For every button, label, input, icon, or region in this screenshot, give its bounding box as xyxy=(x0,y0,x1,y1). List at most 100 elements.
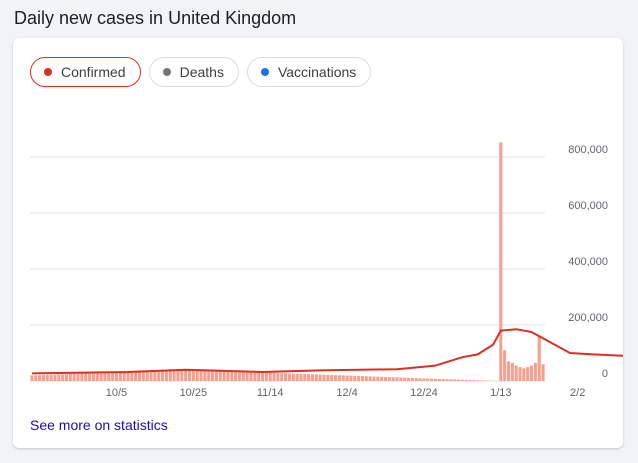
daily-case-bar xyxy=(430,378,434,381)
daily-case-bar xyxy=(506,361,511,381)
daily-case-bar xyxy=(503,350,507,381)
daily-case-bar xyxy=(145,371,149,381)
x-axis-labels: 10/5 10/25 11/14 12/4 12/24 1/13 2/2 xyxy=(106,387,586,398)
daily-case-bar xyxy=(57,374,61,381)
daily-case-bar xyxy=(84,373,88,381)
daily-case-bar xyxy=(107,372,111,381)
filter-chip-vaccinations[interactable]: Vaccinations xyxy=(246,57,372,87)
daily-case-bar xyxy=(445,379,449,381)
daily-case-bar xyxy=(149,371,153,381)
daily-case-bar xyxy=(199,370,203,381)
x-tick-label: 12/4 xyxy=(336,387,357,398)
daily-case-bar xyxy=(303,374,307,381)
daily-case-bar xyxy=(80,373,84,381)
daily-case-bar xyxy=(480,380,484,381)
daily-case-bar xyxy=(476,380,480,381)
daily-case-bar xyxy=(230,371,234,381)
daily-case-bar xyxy=(526,367,530,381)
daily-case-bar xyxy=(499,142,503,381)
daily-case-bar xyxy=(518,367,522,381)
metric-filter-group: Confirmed Deaths Vaccinations xyxy=(30,57,379,87)
daily-case-bar xyxy=(522,368,526,381)
daily-case-bar xyxy=(53,374,57,381)
x-tick-label: 1/13 xyxy=(490,387,511,398)
grid-layer xyxy=(30,156,545,382)
see-more-statistics-link[interactable]: See more on statistics xyxy=(30,417,168,433)
daily-case-bar xyxy=(164,370,168,381)
daily-case-bar xyxy=(72,373,76,381)
daily-case-bar xyxy=(45,374,49,381)
y-axis-labels: 0 200,000 400,000 600,000 800,000 xyxy=(568,144,608,380)
daily-case-bar xyxy=(383,376,388,381)
daily-case-bar xyxy=(138,371,142,381)
daily-case-bar xyxy=(457,379,461,381)
daily-case-bar xyxy=(61,374,65,381)
daily-case-bar xyxy=(472,380,476,381)
daily-case-bar xyxy=(41,374,45,381)
daily-case-bar xyxy=(441,379,445,381)
daily-case-bar xyxy=(211,370,215,381)
daily-case-bar xyxy=(245,371,249,381)
daily-case-bar xyxy=(180,369,184,381)
daily-case-bar xyxy=(426,378,430,381)
daily-case-bar xyxy=(184,369,188,381)
daily-case-bar xyxy=(76,373,80,381)
daily-case-bar xyxy=(161,370,165,381)
daily-case-bar xyxy=(437,378,441,381)
daily-case-bar xyxy=(464,379,468,381)
daily-case-bar xyxy=(141,371,145,381)
daily-case-bar xyxy=(322,374,326,381)
daily-case-bar xyxy=(118,372,122,381)
daily-case-bar xyxy=(276,373,280,381)
daily-case-bar xyxy=(134,371,138,381)
daily-case-bar xyxy=(234,371,238,381)
daily-case-bar xyxy=(68,374,72,381)
daily-case-bar xyxy=(203,370,207,381)
daily-case-bar xyxy=(49,374,53,381)
daily-case-bar xyxy=(226,371,230,381)
daily-case-bar xyxy=(257,372,261,381)
y-tick-label: 800,000 xyxy=(568,144,608,156)
daily-case-bar xyxy=(414,378,418,381)
daily-case-bar xyxy=(533,362,537,381)
daily-case-bar xyxy=(195,370,199,381)
line-layer xyxy=(31,328,623,375)
daily-case-bar xyxy=(357,375,361,381)
daily-case-bar xyxy=(191,369,195,381)
daily-case-bar xyxy=(337,375,341,381)
average-trend-line xyxy=(31,328,623,375)
daily-case-bar xyxy=(280,373,284,381)
daily-case-bar xyxy=(111,372,115,381)
daily-case-bar xyxy=(407,377,411,381)
daily-case-bar xyxy=(387,377,391,381)
daily-case-bar xyxy=(168,370,172,381)
daily-case-bar xyxy=(510,362,514,381)
filter-chip-confirmed[interactable]: Confirmed xyxy=(30,57,141,87)
daily-case-bar xyxy=(541,364,545,381)
daily-case-bar xyxy=(514,365,518,381)
daily-case-bar xyxy=(291,373,295,381)
daily-case-bar xyxy=(157,370,161,381)
daily-case-bar xyxy=(187,369,192,381)
daily-case-bar xyxy=(468,380,472,381)
vaccinations-dot-icon xyxy=(260,68,269,76)
filter-chip-label: Vaccinations xyxy=(277,64,357,80)
daily-case-bar xyxy=(376,376,380,381)
daily-case-bar xyxy=(172,370,176,381)
daily-case-bar xyxy=(410,377,414,381)
daily-case-bar xyxy=(38,375,42,381)
daily-case-bar xyxy=(453,379,457,381)
filter-chip-deaths[interactable]: Deaths xyxy=(148,57,239,87)
daily-case-bar xyxy=(260,372,265,381)
daily-case-bar xyxy=(399,377,403,381)
daily-case-bar xyxy=(391,377,395,381)
daily-case-bar xyxy=(299,373,303,381)
x-tick-label: 2/2 xyxy=(570,387,585,398)
daily-case-bar xyxy=(341,375,345,381)
x-tick-label: 10/5 xyxy=(106,387,127,398)
daily-case-bar xyxy=(422,378,426,381)
daily-case-bar xyxy=(418,378,422,381)
daily-case-bar xyxy=(122,372,126,381)
daily-case-bar xyxy=(176,370,180,381)
